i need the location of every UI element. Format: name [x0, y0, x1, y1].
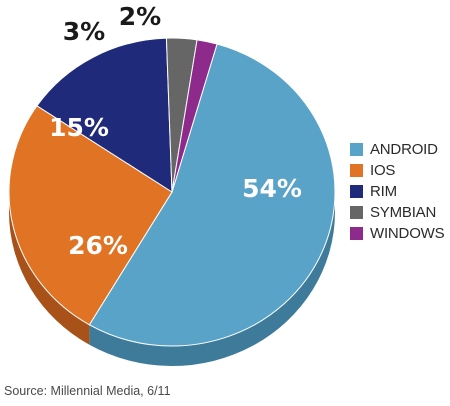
legend-label-android: ANDROID: [370, 141, 438, 158]
legend-label-ios: IOS: [370, 162, 396, 179]
legend-label-symbian: SYMBIAN: [370, 204, 437, 221]
legend-label-rim: RIM: [370, 183, 397, 200]
pie-slice-ios: [8, 105, 173, 326]
pie-slice-rim: [36, 37, 173, 193]
legend-swatch-ios: [350, 164, 363, 177]
slice-label-android: 54%: [242, 174, 302, 203]
slice-label-symbian: 3%: [63, 17, 105, 46]
legend-item-symbian: SYMBIAN: [350, 202, 444, 223]
slice-label-ios: 26%: [68, 231, 128, 260]
slice-label-rim: 15%: [49, 113, 109, 142]
legend-item-android: ANDROID: [350, 139, 444, 160]
source-note: Source: Millennial Media, 6/11: [4, 384, 171, 398]
legend-item-windows: WINDOWS: [350, 223, 445, 244]
legend-swatch-rim: [350, 185, 363, 198]
legend-item-rim: RIM: [350, 181, 444, 202]
legend-label-windows: WINDOWS: [370, 225, 445, 242]
slice-label-windows: 2%: [119, 2, 161, 31]
legend-swatch-symbian: [350, 206, 363, 219]
pie-side-android: [89, 192, 335, 366]
legend-swatch-windows: [350, 227, 363, 240]
pie-slice-android: [88, 43, 336, 347]
pie-side-ios: [9, 192, 90, 345]
legend: ANDROID IOS RIM SYMBIAN WINDOWS: [350, 139, 445, 244]
legend-swatch-android: [350, 143, 363, 156]
pie-slice-windows: [171, 39, 218, 193]
legend-item-ios: IOS: [350, 160, 444, 181]
